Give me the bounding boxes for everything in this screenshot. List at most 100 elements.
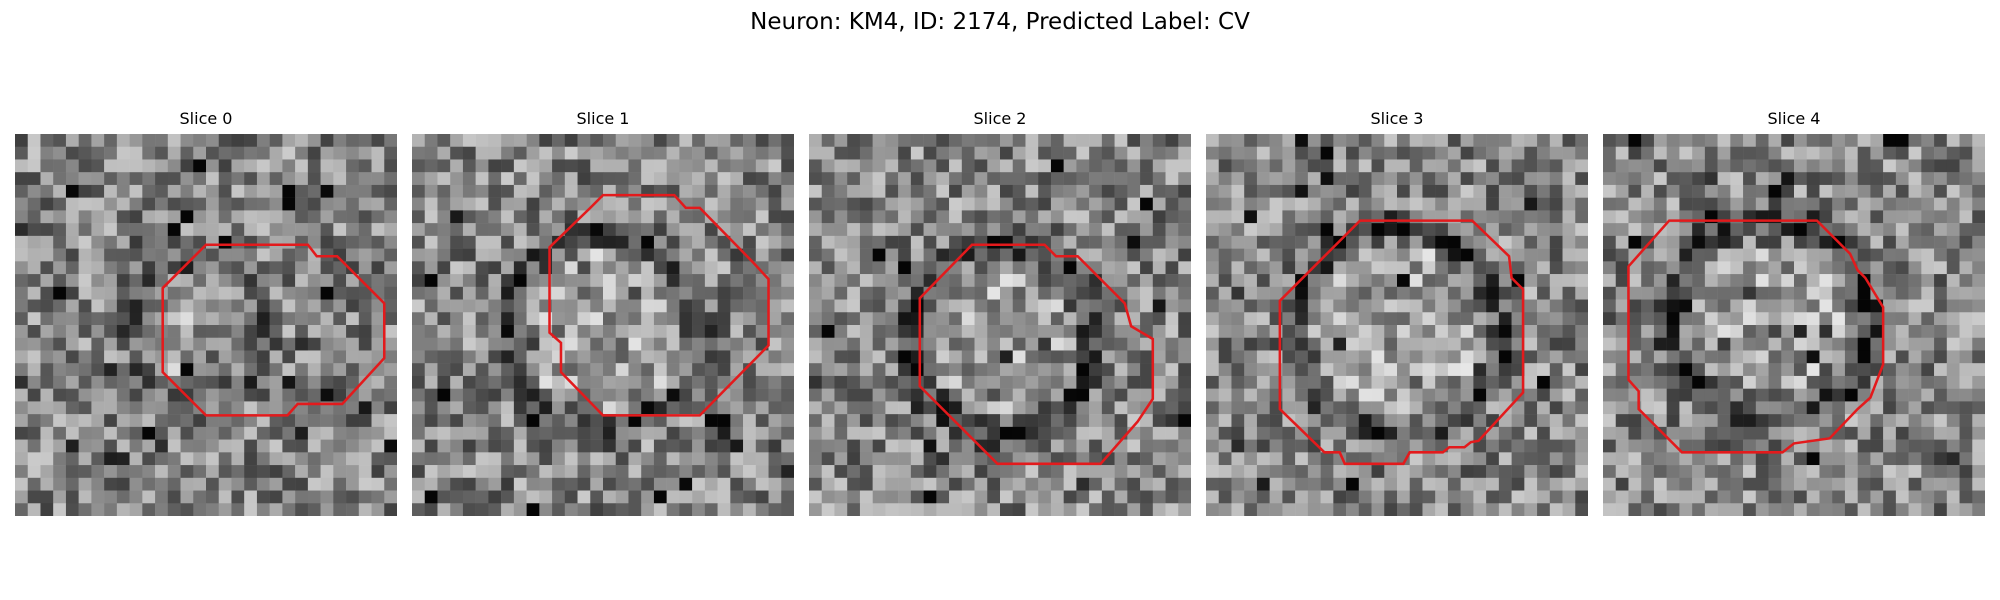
pixel <box>384 478 397 491</box>
pixel <box>1705 389 1718 402</box>
pixel <box>1410 376 1423 389</box>
pixel <box>987 414 1000 427</box>
pixel <box>1257 376 1270 389</box>
pixel <box>1064 401 1077 414</box>
pixel <box>1603 338 1616 351</box>
pixel <box>1845 287 1858 300</box>
pixel <box>654 440 667 453</box>
pixel <box>1819 159 1832 172</box>
pixel <box>1512 452 1525 465</box>
pixel <box>641 350 654 363</box>
pixel <box>1858 465 1871 478</box>
pixel <box>1575 198 1588 211</box>
pixel <box>1769 287 1782 300</box>
pixel <box>1628 338 1641 351</box>
pixel <box>616 338 629 351</box>
pixel <box>425 198 438 211</box>
pixel <box>130 414 143 427</box>
pixel <box>1397 287 1410 300</box>
pixel <box>1679 503 1692 516</box>
pixel <box>1743 338 1756 351</box>
pixel <box>308 414 321 427</box>
pixel <box>1537 376 1550 389</box>
pixel <box>1219 198 1232 211</box>
pixel <box>1692 134 1705 147</box>
pixel <box>1667 465 1680 478</box>
pixel <box>1575 147 1588 160</box>
pixel <box>527 300 540 313</box>
pixel <box>244 478 257 491</box>
pixel <box>1127 249 1140 262</box>
pixel <box>1730 389 1743 402</box>
pixel <box>1013 274 1026 287</box>
pixel <box>1870 478 1883 491</box>
pixel <box>1667 172 1680 185</box>
pixel <box>1000 363 1013 376</box>
pixel <box>219 147 232 160</box>
pixel <box>1397 414 1410 427</box>
pixel <box>1257 465 1270 478</box>
pixel <box>1051 427 1064 440</box>
pixel <box>1461 363 1474 376</box>
pixel <box>936 159 949 172</box>
pixel <box>898 389 911 402</box>
pixel <box>168 491 181 504</box>
pixel <box>692 478 705 491</box>
pixel <box>1718 249 1731 262</box>
pixel <box>975 300 988 313</box>
pixel <box>1231 465 1244 478</box>
pixel <box>257 185 270 198</box>
pixel <box>79 249 92 262</box>
pixel <box>206 465 219 478</box>
pixel <box>1410 491 1423 504</box>
pixel <box>130 261 143 274</box>
pixel <box>1883 350 1896 363</box>
pixel <box>282 363 295 376</box>
pixel <box>1333 223 1346 236</box>
pixel <box>527 287 540 300</box>
pixel <box>270 350 283 363</box>
pixel <box>193 261 206 274</box>
pixel <box>130 274 143 287</box>
pixel <box>679 159 692 172</box>
pixel <box>1102 363 1115 376</box>
pixel <box>1512 134 1525 147</box>
pixel <box>1089 478 1102 491</box>
pixel <box>1870 172 1883 185</box>
pixel <box>1692 503 1705 516</box>
pixel <box>730 491 743 504</box>
pixel <box>66 261 79 274</box>
pixel <box>847 350 860 363</box>
pixel <box>885 287 898 300</box>
pixel <box>463 134 476 147</box>
pixel <box>372 503 385 516</box>
pixel <box>987 300 1000 313</box>
pixel <box>282 185 295 198</box>
pixel <box>1960 325 1973 338</box>
pixel <box>1359 312 1372 325</box>
pixel <box>1308 465 1321 478</box>
pixel <box>1064 427 1077 440</box>
pixel <box>641 134 654 147</box>
pixel <box>1231 134 1244 147</box>
pixel <box>1282 312 1295 325</box>
pixel <box>384 312 397 325</box>
pixel <box>1140 427 1153 440</box>
pixel <box>476 440 489 453</box>
pixel <box>142 401 155 414</box>
pixel <box>15 198 28 211</box>
pixel <box>1499 363 1512 376</box>
pixel <box>1064 185 1077 198</box>
pixel <box>1524 236 1537 249</box>
pixel <box>1295 172 1308 185</box>
pixel <box>1718 312 1731 325</box>
pixel <box>53 376 66 389</box>
pixel <box>1140 452 1153 465</box>
pixel <box>155 147 168 160</box>
pixel <box>1781 452 1794 465</box>
pixel <box>1295 147 1308 160</box>
pixel <box>924 210 937 223</box>
pixel <box>1667 503 1680 516</box>
pixel <box>384 236 397 249</box>
pixel <box>539 440 552 453</box>
